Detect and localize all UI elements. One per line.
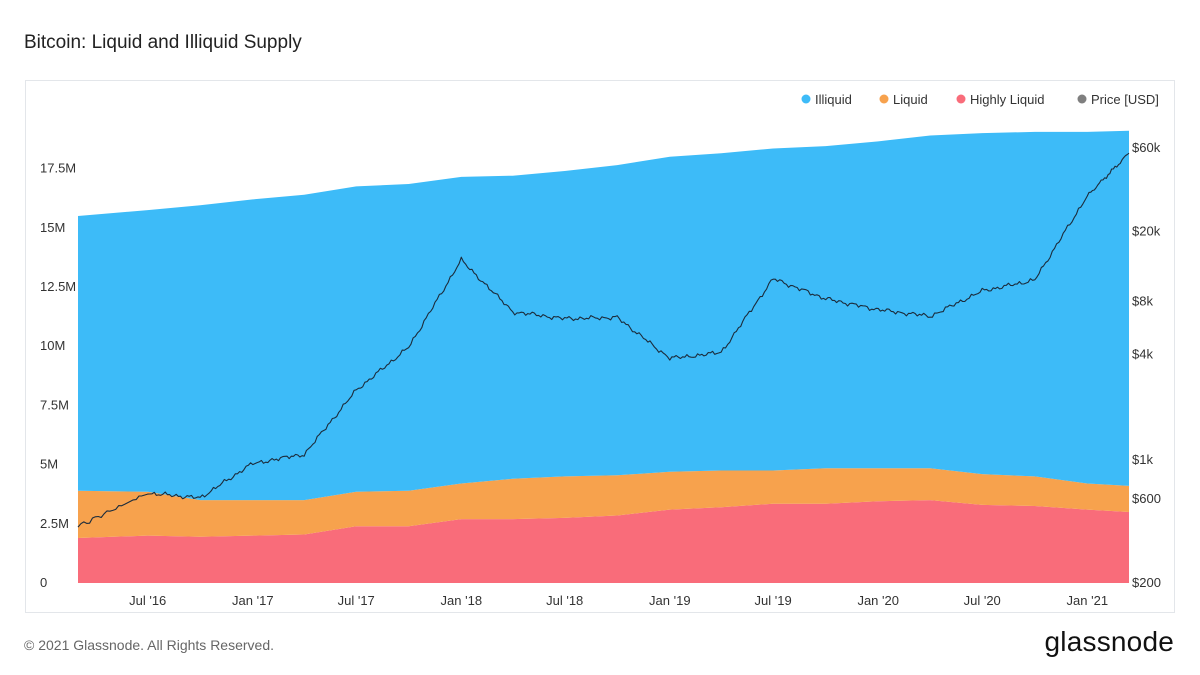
x-axis: Jul '16 Jan '17 Jul '17 Jan '18 Jul '18 Jan '… xyxy=(129,593,1108,608)
x-tick-label: Jul '20 xyxy=(964,593,1001,608)
area-liquid xyxy=(78,468,1129,538)
legend-dot-liquid xyxy=(879,94,889,104)
price-line-group xyxy=(77,152,1130,528)
x-tick-label: Jan '20 xyxy=(857,593,899,608)
y-left-tick-label: 17.5M xyxy=(40,161,76,176)
legend-dot-highly-liquid xyxy=(956,94,966,104)
y-axis-left: 0 2.5M 5M 7.5M 10M 12.5M 15M 17.5M xyxy=(40,161,76,590)
page-title: Bitcoin: Liquid and Illiquid Supply xyxy=(24,32,302,53)
area-series-group xyxy=(78,130,1129,583)
x-tick-label: Jul '18 xyxy=(546,593,583,608)
y-right-tick-label: $1k xyxy=(1132,452,1153,467)
legend-label-liquid: Liquid xyxy=(893,92,928,107)
y-left-tick-label: 10M xyxy=(40,338,65,353)
y-left-tick-label: 5M xyxy=(40,457,58,472)
y-right-tick-label: $20k xyxy=(1132,224,1161,239)
y-right-tick-label: $4k xyxy=(1132,347,1153,362)
y-right-tick-label: $8k xyxy=(1132,294,1153,309)
y-axis-right: $200 $600 $1k $4k $8k $20k $60k xyxy=(1132,140,1161,590)
x-tick-label: Jul '16 xyxy=(129,593,166,608)
y-left-tick-label: 12.5M xyxy=(40,279,76,294)
area-illiquid xyxy=(78,130,1129,501)
x-tick-label: Jan '17 xyxy=(232,593,274,608)
y-left-tick-label: 15M xyxy=(40,220,65,235)
legend-label-illiquid: Illiquid xyxy=(815,92,852,107)
x-tick-label: Jul '17 xyxy=(338,593,375,608)
y-left-tick-label: 0 xyxy=(40,575,47,590)
x-tick-label: Jul '19 xyxy=(755,593,792,608)
y-right-tick-label: $600 xyxy=(1132,491,1161,506)
y-left-tick-label: 2.5M xyxy=(40,516,69,531)
x-tick-label: Jan '18 xyxy=(441,593,483,608)
y-right-tick-label: $60k xyxy=(1132,140,1161,155)
legend-dot-price-usd xyxy=(1077,94,1087,104)
copyright-text: © 2021 Glassnode. All Rights Reserved. xyxy=(24,637,275,653)
x-tick-label: Jan '21 xyxy=(1067,593,1109,608)
y-left-tick-label: 7.5M xyxy=(40,397,69,412)
legend-dot-illiquid xyxy=(801,94,811,104)
y-right-tick-label: $200 xyxy=(1132,575,1161,590)
brand-logo: glassnode xyxy=(1044,626,1174,657)
legend-label-highly-liquid: Highly Liquid xyxy=(970,92,1044,107)
legend-label-price-usd: Price [USD] xyxy=(1091,92,1159,107)
chart-legend: Illiquid Liquid Highly Liquid Price [USD] xyxy=(801,92,1159,107)
price-line xyxy=(77,152,1130,528)
x-tick-label: Jan '19 xyxy=(649,593,691,608)
area-highly-liquid xyxy=(78,500,1129,583)
